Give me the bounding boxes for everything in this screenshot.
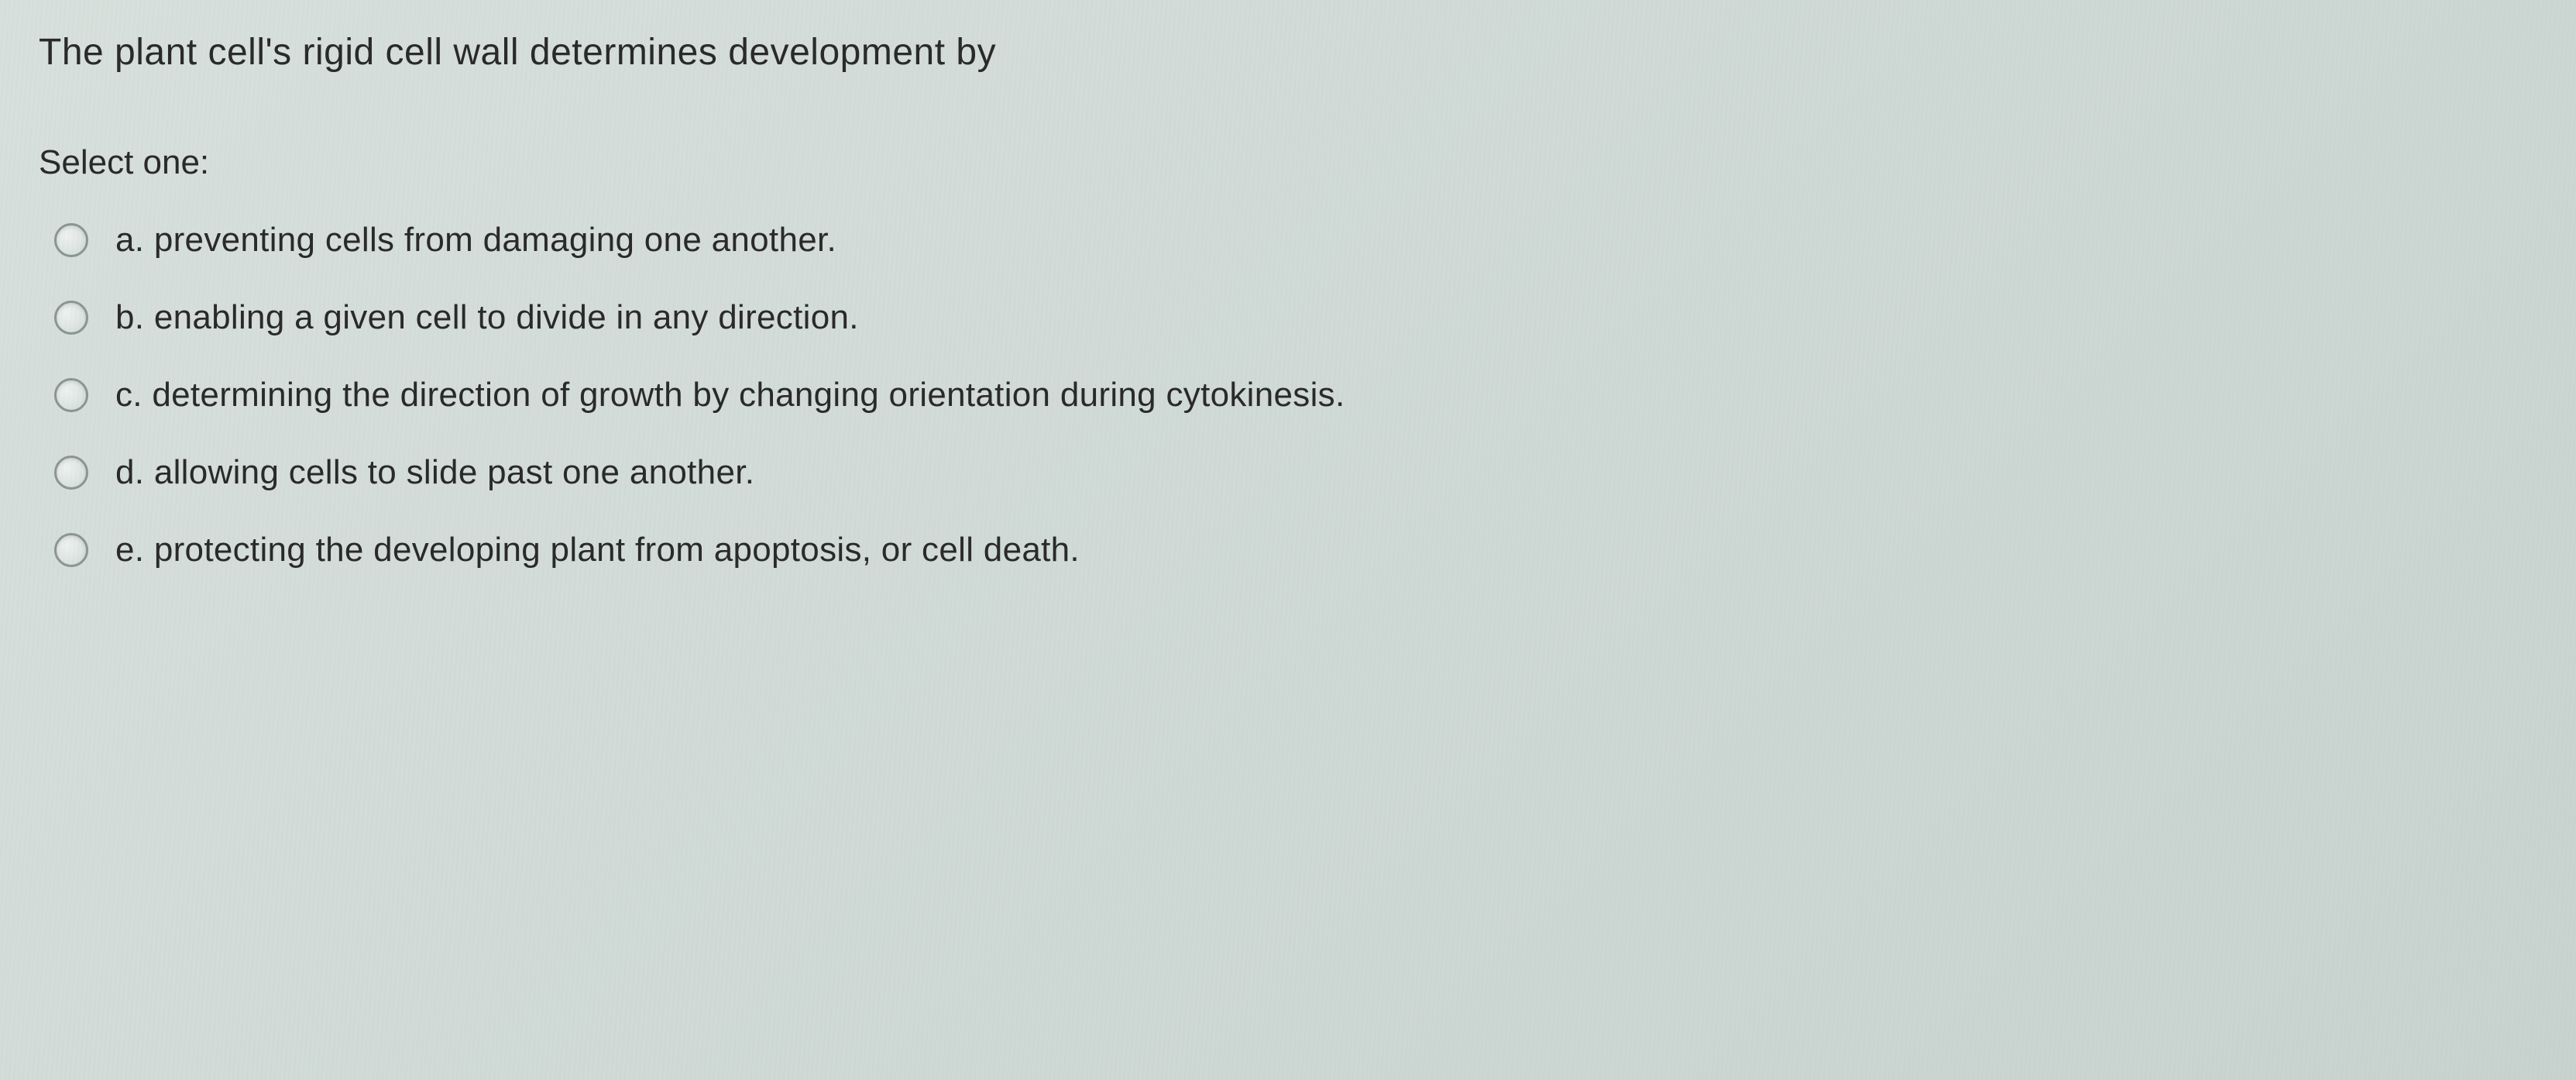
option-letter: e. (115, 531, 144, 569)
option-answer: determining the direction of growth by c… (152, 376, 1345, 414)
option-answer: enabling a given cell to divide in any d… (154, 298, 859, 336)
option-label: a. preventing cells from damaging one an… (115, 221, 836, 260)
option-answer: allowing cells to slide past one another… (154, 453, 754, 491)
radio-icon[interactable] (54, 223, 88, 257)
radio-icon[interactable] (54, 456, 88, 490)
question-text: The plant cell's rigid cell wall determi… (39, 31, 2537, 74)
select-prompt: Select one: (39, 143, 2537, 182)
option-label: c. determining the direction of growth b… (115, 376, 1345, 414)
option-label: b. enabling a given cell to divide in an… (115, 298, 859, 337)
option-letter: a. (115, 221, 144, 259)
option-letter: d. (115, 453, 144, 491)
radio-icon[interactable] (54, 533, 88, 567)
option-c[interactable]: c. determining the direction of growth b… (54, 376, 2537, 414)
option-a[interactable]: a. preventing cells from damaging one an… (54, 221, 2537, 260)
options-list: a. preventing cells from damaging one an… (39, 221, 2537, 569)
option-answer: preventing cells from damaging one anoth… (154, 221, 836, 259)
option-label: d. allowing cells to slide past one anot… (115, 453, 754, 492)
option-letter: b. (115, 298, 144, 336)
option-letter: c. (115, 376, 143, 414)
option-e[interactable]: e. protecting the developing plant from … (54, 531, 2537, 569)
option-d[interactable]: d. allowing cells to slide past one anot… (54, 453, 2537, 492)
option-b[interactable]: b. enabling a given cell to divide in an… (54, 298, 2537, 337)
radio-icon[interactable] (54, 301, 88, 335)
option-answer: protecting the developing plant from apo… (154, 531, 1080, 569)
radio-icon[interactable] (54, 378, 88, 412)
option-label: e. protecting the developing plant from … (115, 531, 1080, 569)
